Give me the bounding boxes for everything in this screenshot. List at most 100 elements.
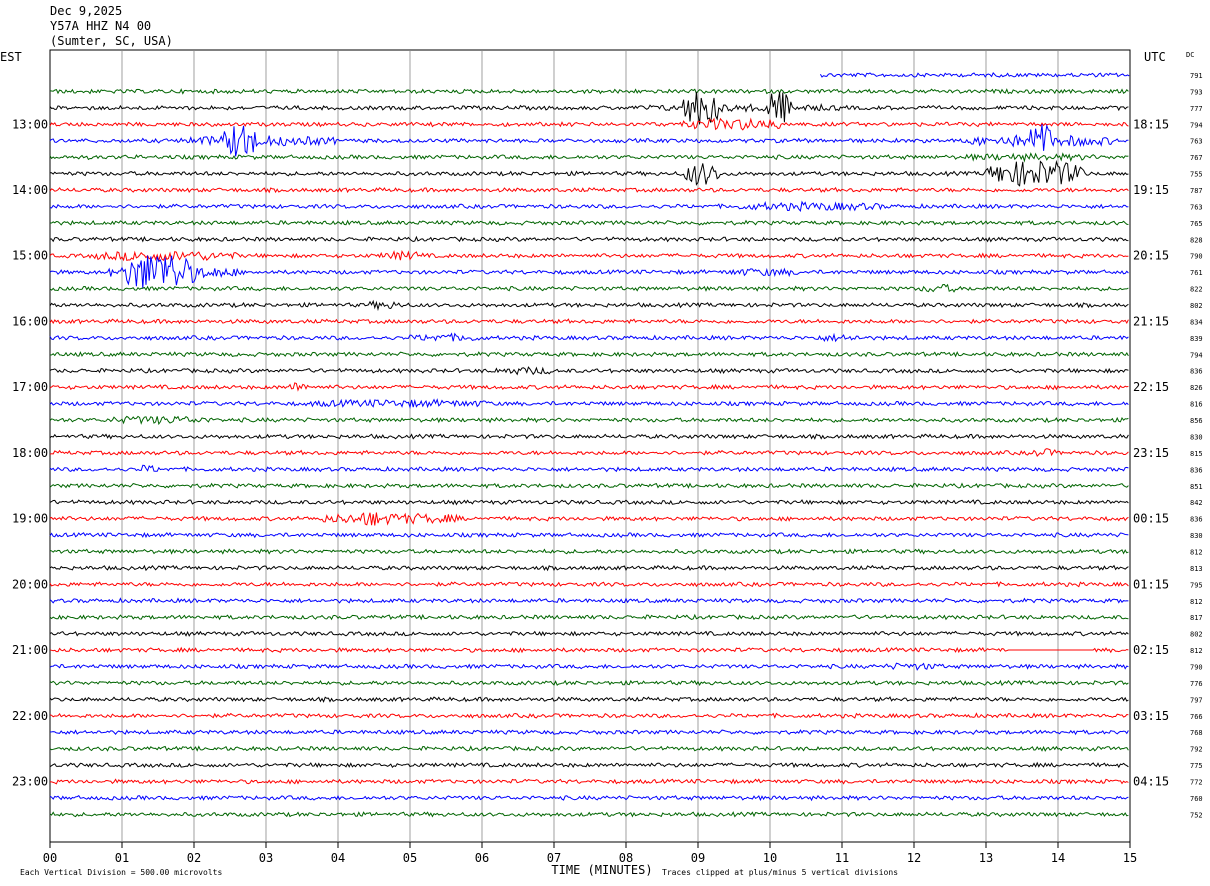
dc-offset-label: 767	[1190, 154, 1203, 162]
seismic-trace	[49, 662, 1129, 671]
seismic-trace	[49, 448, 1129, 458]
dc-offset-label: 765	[1190, 220, 1203, 228]
dc-offset-label: 836	[1190, 466, 1203, 474]
seismic-trace	[49, 117, 1129, 131]
seismic-trace	[49, 531, 1129, 539]
dc-offset-label: 792	[1190, 746, 1203, 754]
x-tick-label: 12	[907, 851, 921, 865]
dc-offset-label: 834	[1190, 318, 1203, 326]
seismic-trace	[49, 729, 1129, 736]
x-tick-label: 08	[619, 851, 633, 865]
x-tick-label: 11	[835, 851, 849, 865]
right-hour-label: 01:15	[1133, 577, 1169, 591]
x-tick-label: 13	[979, 851, 993, 865]
left-hour-label: 16:00	[12, 314, 48, 328]
left-hour-label: 13:00	[12, 117, 48, 131]
seismic-trace	[49, 398, 1129, 409]
seismic-trace	[49, 433, 1129, 440]
seismic-trace	[49, 382, 1129, 392]
x-tick-label: 06	[475, 851, 489, 865]
dc-offset-label: 797	[1190, 696, 1203, 704]
x-tick-label: 05	[403, 851, 417, 865]
seismic-trace	[49, 613, 1129, 621]
x-tick-label: 04	[331, 851, 345, 865]
right-hour-label: 21:15	[1133, 314, 1169, 328]
scale-note: Each Vertical Division = 500.00 microvol…	[20, 868, 222, 877]
dc-offset-label: 763	[1190, 138, 1203, 146]
dc-offset-label: 856	[1190, 417, 1203, 425]
left-hour-label: 20:00	[12, 577, 48, 591]
seismic-trace	[49, 351, 1129, 358]
seismic-trace	[49, 249, 1129, 263]
dc-offset-label: 812	[1190, 598, 1203, 606]
right-hour-label: 04:15	[1133, 775, 1169, 789]
left-hour-label: 23:00	[12, 775, 48, 789]
dc-offset-label: 851	[1190, 483, 1203, 491]
seismic-trace	[49, 255, 1129, 289]
seismic-trace	[49, 318, 1129, 325]
left-hour-label: 15:00	[12, 249, 48, 263]
seismic-trace	[49, 332, 1129, 343]
x-tick-label: 00	[43, 851, 57, 865]
seismic-trace	[49, 123, 1129, 157]
dc-offset-label: 815	[1190, 450, 1203, 458]
seismic-trace	[49, 88, 1129, 95]
x-tick-label: 03	[259, 851, 273, 865]
seismic-trace	[50, 235, 1129, 243]
seismic-trace	[49, 548, 1129, 555]
dc-offset-label: 822	[1190, 286, 1203, 294]
x-axis-title: TIME (MINUTES)	[551, 863, 652, 877]
seismic-trace	[49, 696, 1129, 703]
seismic-trace	[49, 299, 1129, 312]
x-tick-label: 10	[763, 851, 777, 865]
seismic-trace	[49, 499, 1129, 506]
right-hour-label: 02:15	[1133, 643, 1169, 657]
axis-labels: 00 01 02 03 04 05 06 07 08 09 10 11 12 13 14 15 791 793 77…	[12, 72, 1203, 865]
seismic-trace	[49, 283, 1129, 293]
seismic-trace	[49, 564, 1129, 572]
dc-offset-label: 812	[1190, 549, 1203, 557]
right-hour-label: 19:15	[1133, 183, 1169, 197]
seismic-trace	[49, 464, 1129, 473]
left-hour-label: 22:00	[12, 709, 48, 723]
seismic-trace	[49, 91, 1129, 125]
dc-offset-label: 793	[1190, 88, 1203, 96]
left-hour-label: 19:00	[12, 512, 48, 526]
left-hour-label: 18:00	[12, 446, 48, 460]
seismic-traces	[49, 72, 1130, 818]
dc-offset-label: 760	[1190, 795, 1203, 803]
dc-offset-label: 755	[1190, 171, 1203, 179]
seismic-trace	[819, 72, 1130, 78]
seismic-trace	[49, 794, 1129, 802]
clip-note: Traces clipped at plus/minus 5 vertical …	[662, 868, 898, 877]
x-tick-label: 01	[115, 851, 129, 865]
seismic-trace	[49, 811, 1129, 818]
dc-offset-label: 787	[1190, 187, 1203, 195]
x-tick-label: 07	[547, 851, 561, 865]
dc-offset-label: 836	[1190, 368, 1203, 376]
dc-offset-label: 763	[1190, 203, 1203, 211]
x-tick-label: 14	[1051, 851, 1065, 865]
dc-offset-label: 812	[1190, 647, 1203, 655]
seismic-trace	[49, 712, 1129, 719]
dc-offset-label: 752	[1190, 811, 1203, 819]
dc-offset-label: 775	[1190, 762, 1203, 770]
seismic-trace	[49, 415, 1129, 426]
right-hour-label: 00:15	[1133, 512, 1169, 526]
seismic-trace	[50, 778, 1129, 785]
seismic-trace	[50, 159, 1129, 187]
seismic-trace	[49, 366, 1129, 376]
plot-grid	[49, 49, 1131, 848]
dc-offset-label: 790	[1190, 253, 1203, 261]
dc-offset-label: 795	[1190, 581, 1203, 589]
header-station: Y57A HHZ N4 00	[50, 19, 152, 33]
header-location: (Sumter, SC, USA)	[50, 34, 173, 48]
dc-offset-label: 828	[1190, 236, 1203, 244]
plot-frame	[49, 49, 1131, 843]
seismic-trace	[49, 581, 1129, 588]
seismic-trace	[49, 597, 1129, 604]
dc-offset-label: 790	[1190, 664, 1203, 672]
dc-label: DC	[1186, 51, 1194, 59]
dc-offset-label: 839	[1190, 335, 1203, 343]
dc-offset-label: 830	[1190, 434, 1203, 442]
